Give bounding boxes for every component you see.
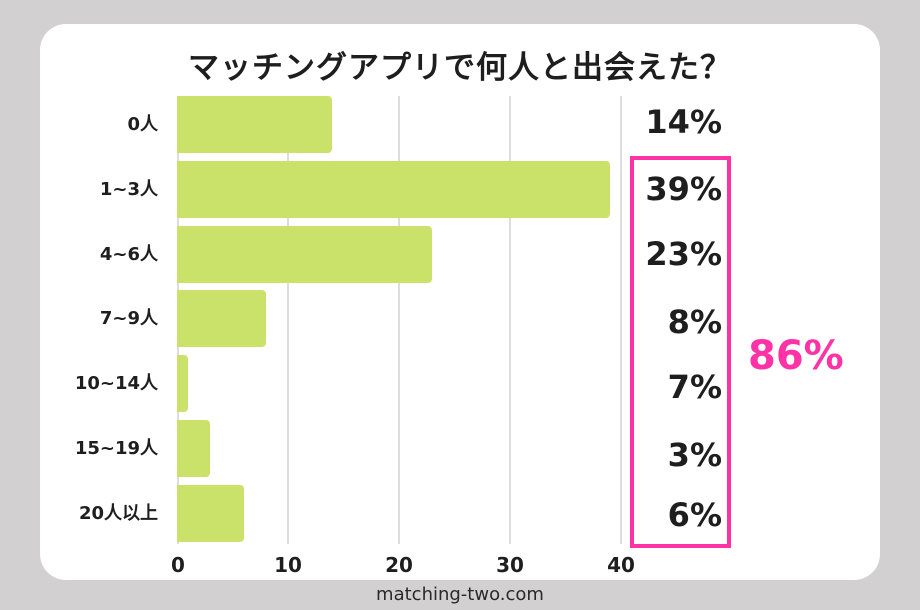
gridline-10 xyxy=(287,96,289,544)
gridline-30 xyxy=(509,96,511,544)
bar-4 xyxy=(177,355,189,412)
category-label: 15~19人 xyxy=(74,438,158,459)
gridline-40 xyxy=(620,96,622,544)
percent-label: 7% xyxy=(667,368,722,406)
category-label: 4~6人 xyxy=(99,244,158,265)
bar-0 xyxy=(177,96,333,153)
category-label: 7~9人 xyxy=(99,308,158,329)
percent-label: 39% xyxy=(645,170,722,208)
bar-5 xyxy=(177,420,211,477)
percent-label: 3% xyxy=(667,436,722,474)
percent-label: 23% xyxy=(645,235,722,273)
plot-area xyxy=(177,96,622,544)
bar-3 xyxy=(177,290,266,347)
percent-label: 6% xyxy=(667,496,722,534)
bar-6 xyxy=(177,485,244,542)
x-tick-label: 30 xyxy=(496,553,524,577)
percent-label: 8% xyxy=(667,303,722,341)
category-label: 0人 xyxy=(127,114,158,135)
bar-1 xyxy=(177,161,610,218)
x-tick-label: 0 xyxy=(171,553,185,577)
chart-title: マッチングアプリで何人と出会えた？ xyxy=(188,50,732,86)
bar-2 xyxy=(177,226,433,283)
category-label: 1~3人 xyxy=(99,179,158,200)
x-tick-label: 20 xyxy=(385,553,413,577)
category-label: 20人以上 xyxy=(78,503,158,524)
highlight-total: 86% xyxy=(748,333,844,379)
gridline-20 xyxy=(398,96,400,544)
category-label: 10~14人 xyxy=(74,373,158,394)
source-footer: matching-two.com xyxy=(376,584,544,605)
percent-label: 14% xyxy=(645,103,722,141)
highlight-box xyxy=(630,156,731,548)
x-tick-label: 10 xyxy=(274,553,302,577)
x-tick-label: 40 xyxy=(607,553,635,577)
